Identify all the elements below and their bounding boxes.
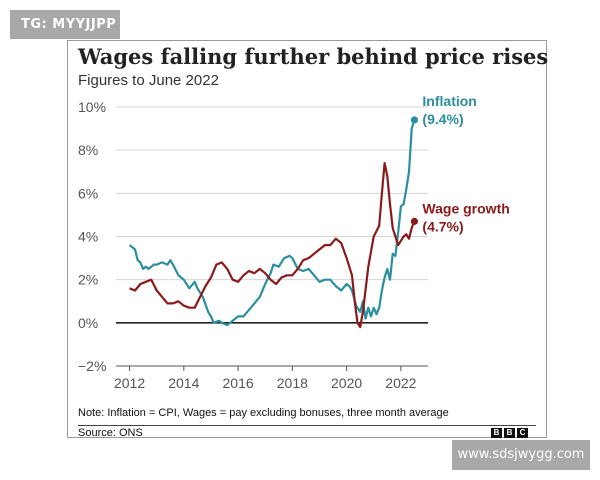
x-tick-label: 2016: [223, 375, 254, 391]
gridlines: [116, 106, 428, 367]
wage-growth-name-label: Wage growth: [422, 200, 509, 216]
inflation-name-label: Inflation: [422, 93, 476, 109]
x-tick-label: 2022: [385, 375, 416, 391]
bbc-logo-letter: B: [491, 428, 502, 438]
x-tick-label: 2018: [277, 375, 308, 391]
chart-note: Note: Inflation = CPI, Wages = pay exclu…: [78, 407, 449, 419]
y-tick-label: 6%: [78, 185, 98, 201]
series-labels: Inflation (9.4%) Wage growth (4.7%): [422, 93, 509, 234]
inflation-value-label: (9.4%): [422, 111, 463, 127]
chart-source: Source: ONS: [78, 427, 143, 439]
wage-growth-end-marker: [410, 217, 419, 225]
y-tick-label: 10%: [78, 99, 106, 115]
x-tick-label: 2020: [331, 375, 362, 391]
x-tick-label: 2014: [168, 375, 199, 391]
y-tick-label: 8%: [78, 142, 98, 158]
y-tick-label: 4%: [78, 229, 98, 245]
y-tick-label: −2%: [78, 358, 106, 374]
watermark-top: TG: MYYJJPP: [10, 10, 120, 39]
wage-growth-line: [129, 162, 416, 329]
y-axis-ticks: 10% 8% 6% 4% 2% 0% −2%: [78, 99, 106, 374]
bbc-logo-letter: B: [504, 428, 515, 438]
chart-title: Wages falling further behind price rises: [78, 44, 549, 69]
line-chart: 10% 8% 6% 4% 2% 0% −2% 2012 2014 2016 2018 2020 202…: [78, 93, 510, 391]
bbc-logo-letter: C: [517, 428, 528, 438]
inflation-line: [128, 119, 416, 327]
bbc-logo: B B C: [491, 428, 528, 438]
footer-divider: [78, 425, 536, 426]
inflation-end-marker: [410, 116, 419, 124]
x-tick-label: 2012: [114, 375, 145, 391]
wage-growth-value-label: (4.7%): [422, 218, 463, 234]
chart-subtitle: Figures to June 2022: [78, 72, 219, 89]
chart-card: Wages falling further behind price rises…: [67, 40, 549, 439]
x-axis-ticks: 2012 2014 2016 2018 2020 2022: [114, 365, 428, 391]
watermark-bottom: www.sdsjwygg.com: [452, 440, 590, 470]
y-tick-label: 2%: [78, 272, 98, 288]
y-tick-label: 0%: [78, 315, 98, 331]
series-lines: [128, 116, 419, 329]
